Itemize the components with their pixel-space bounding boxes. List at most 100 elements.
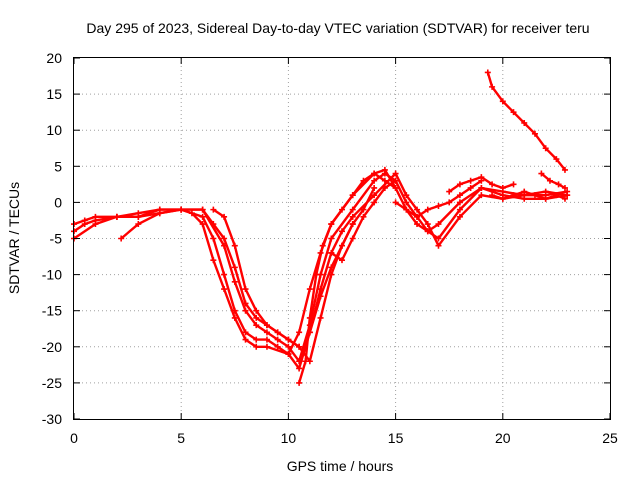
data-point bbox=[542, 188, 549, 195]
data-point bbox=[414, 206, 421, 213]
data-point bbox=[274, 329, 281, 336]
data-point bbox=[553, 192, 560, 199]
grid bbox=[74, 58, 610, 419]
data-point bbox=[456, 206, 463, 213]
data-point bbox=[349, 213, 356, 220]
x-tick-label: 15 bbox=[388, 430, 404, 446]
data-point bbox=[403, 192, 410, 199]
data-point bbox=[392, 170, 399, 177]
data-point bbox=[253, 343, 260, 350]
y-tick-label: -30 bbox=[42, 411, 62, 427]
data-point bbox=[435, 242, 442, 249]
data-point bbox=[414, 221, 421, 228]
data-point bbox=[285, 351, 292, 358]
data-point bbox=[371, 170, 378, 177]
data-point bbox=[210, 221, 217, 228]
data-point bbox=[489, 181, 496, 188]
data-point bbox=[296, 329, 303, 336]
data-point bbox=[478, 184, 485, 191]
data-point bbox=[349, 206, 356, 213]
data-point bbox=[478, 192, 485, 199]
data-point bbox=[499, 195, 506, 202]
series-line bbox=[72, 172, 569, 363]
data-point bbox=[381, 170, 388, 177]
data-point bbox=[489, 192, 496, 199]
data-point bbox=[446, 199, 453, 206]
data-point bbox=[349, 192, 356, 199]
data-point bbox=[555, 181, 562, 188]
data-point bbox=[231, 242, 238, 249]
data-point bbox=[285, 343, 292, 350]
data-point bbox=[263, 329, 270, 336]
y-tick-label: 5 bbox=[54, 158, 62, 174]
data-point bbox=[349, 221, 356, 228]
data-point bbox=[274, 343, 281, 350]
data-point bbox=[199, 213, 206, 220]
data-point bbox=[263, 322, 270, 329]
data-point bbox=[381, 177, 388, 184]
data-point bbox=[242, 286, 249, 293]
y-tick-label: -20 bbox=[42, 339, 62, 355]
y-axis-label: SDTVAR / TECUs bbox=[6, 182, 22, 294]
data-point bbox=[210, 235, 217, 242]
data-point bbox=[424, 228, 431, 235]
data-point bbox=[306, 329, 313, 336]
series-sat-b bbox=[71, 170, 571, 365]
data-point bbox=[306, 286, 313, 293]
data-point bbox=[403, 199, 410, 206]
data-point bbox=[263, 343, 270, 350]
data-point bbox=[381, 184, 388, 191]
data-point bbox=[349, 235, 356, 242]
data-point bbox=[542, 145, 549, 152]
data-point bbox=[414, 213, 421, 220]
x-tick-label: 25 bbox=[602, 430, 618, 446]
series-sat-l bbox=[489, 188, 568, 202]
data-point bbox=[392, 177, 399, 184]
series-line bbox=[212, 208, 354, 363]
data-point bbox=[317, 314, 324, 321]
data-point bbox=[424, 221, 431, 228]
data-point bbox=[319, 242, 326, 249]
data-point bbox=[253, 307, 260, 314]
data-point bbox=[521, 188, 528, 195]
series-sat-k bbox=[538, 170, 568, 191]
plot-frame bbox=[73, 57, 611, 420]
data-point bbox=[188, 210, 195, 217]
data-point bbox=[564, 192, 571, 199]
series-sat-e bbox=[210, 206, 356, 365]
data-point bbox=[135, 213, 142, 220]
series-sat-h bbox=[328, 177, 399, 264]
data-point bbox=[489, 83, 496, 90]
y-tick-label: -5 bbox=[50, 231, 63, 247]
x-tick-label: 20 bbox=[495, 430, 511, 446]
data-point bbox=[221, 235, 228, 242]
data-point bbox=[456, 199, 463, 206]
y-tick-label: 10 bbox=[46, 122, 62, 138]
data-point bbox=[339, 257, 345, 264]
series-line bbox=[486, 71, 567, 172]
data-point bbox=[92, 221, 99, 228]
x-tick-label: 0 bbox=[70, 430, 78, 446]
data-point bbox=[403, 206, 410, 213]
y-tick-label: -10 bbox=[42, 267, 62, 283]
x-tick-label: 5 bbox=[177, 430, 185, 446]
chart-title: Day 295 of 2023, Sidereal Day-to-day VTE… bbox=[86, 20, 589, 36]
y-tick-label: -15 bbox=[42, 303, 62, 319]
data-point bbox=[521, 119, 528, 126]
data-point bbox=[242, 329, 249, 336]
data-point bbox=[499, 184, 506, 191]
data-point bbox=[296, 343, 303, 350]
data-point bbox=[467, 184, 474, 191]
series-sat-i bbox=[392, 177, 485, 220]
data-point bbox=[242, 307, 249, 314]
data-point bbox=[392, 199, 399, 206]
data-point bbox=[210, 206, 217, 213]
data-point bbox=[296, 379, 303, 386]
data-point bbox=[118, 235, 125, 242]
series-line bbox=[297, 172, 397, 385]
series-sat-g bbox=[306, 184, 378, 336]
y-tick-label: 20 bbox=[46, 50, 62, 66]
series-sat-m bbox=[446, 174, 517, 195]
data-point bbox=[231, 314, 238, 321]
data-point bbox=[467, 177, 474, 184]
